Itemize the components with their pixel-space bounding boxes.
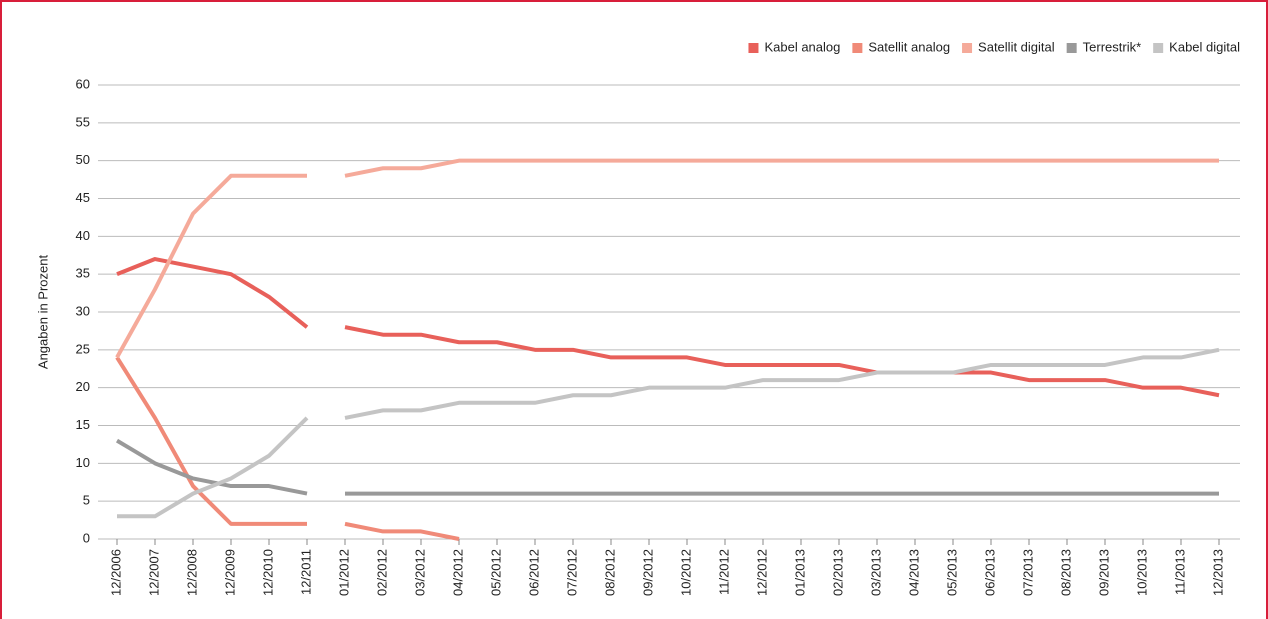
legend-swatch (1066, 43, 1077, 53)
x-tick-label: 01/2013 (792, 549, 807, 596)
x-tick-label: 12/2012 (754, 549, 769, 596)
x-tick-label: 12/2013 (1210, 549, 1225, 596)
y-tick-label: 10 (76, 455, 90, 470)
y-tick-label: 50 (76, 152, 90, 167)
x-tick-label: 12/2006 (108, 549, 123, 596)
legend-label: Satellit digital (978, 39, 1055, 54)
line (115, 173, 307, 359)
x-tick-label: 06/2013 (982, 549, 997, 596)
line (344, 325, 1220, 398)
line (115, 356, 307, 526)
legend-label: Kabel analog (764, 39, 840, 54)
line (344, 158, 1219, 178)
y-tick-label: 40 (76, 228, 90, 243)
legend-label: Satellit analog (868, 39, 950, 54)
line (117, 416, 309, 519)
x-tick-label: 12/2008 (184, 549, 199, 596)
line (344, 521, 460, 541)
y-tick-label: 45 (76, 190, 90, 205)
x-tick-label: 12/2009 (222, 549, 237, 596)
legend-label: Kabel digital (1169, 39, 1240, 54)
legend-swatch (748, 43, 759, 53)
x-tick-label: 11/2013 (1172, 549, 1187, 595)
y-tick-label: 5 (83, 493, 90, 508)
x-tick-label: 04/2013 (906, 549, 921, 596)
y-tick-label: 25 (76, 341, 90, 356)
y-tick-label: 30 (76, 303, 90, 318)
x-tick-label: 07/2012 (564, 549, 579, 596)
x-tick-label: 02/2013 (830, 549, 845, 596)
legend-swatch (962, 43, 973, 53)
x-tick-label: 12/2007 (146, 549, 161, 596)
legend-swatch (1153, 43, 1164, 53)
line (116, 257, 309, 329)
x-tick-label: 09/2012 (640, 549, 655, 596)
line (115, 438, 308, 496)
line (344, 347, 1220, 420)
y-tick-label: 15 (76, 417, 90, 432)
y-tick-label: 20 (76, 379, 90, 394)
x-tick-label: 09/2013 (1096, 549, 1111, 596)
x-tick-label: 04/2012 (450, 549, 465, 596)
legend-label: Terrestrik* (1083, 39, 1142, 54)
x-tick-label: 11/2012 (716, 549, 731, 595)
x-tick-label: 10/2013 (1134, 549, 1149, 596)
x-tick-label: 02/2012 (374, 549, 389, 596)
x-tick-label: 05/2012 (488, 549, 503, 596)
x-tick-label: 05/2013 (944, 549, 959, 596)
x-tick-label: 03/2013 (868, 549, 883, 596)
x-tick-label: 03/2012 (412, 549, 427, 596)
y-tick-label: 0 (83, 530, 90, 545)
x-tick-label: 08/2012 (602, 549, 617, 596)
x-tick-label: 07/2013 (1020, 549, 1035, 596)
x-tick-label: 08/2013 (1058, 549, 1073, 596)
x-tick-label: 12/2011 (298, 549, 313, 595)
y-tick-label: 60 (76, 76, 90, 91)
x-tick-label: 06/2012 (526, 549, 541, 596)
y-axis-label: Angaben in Prozent (35, 255, 50, 370)
x-tick-label: 12/2010 (260, 549, 275, 596)
y-tick-label: 35 (76, 266, 90, 281)
x-tick-label: 10/2012 (678, 549, 693, 596)
legend-swatch (852, 43, 863, 53)
y-tick-label: 55 (76, 114, 90, 129)
x-tick-label: 01/2012 (336, 549, 351, 596)
